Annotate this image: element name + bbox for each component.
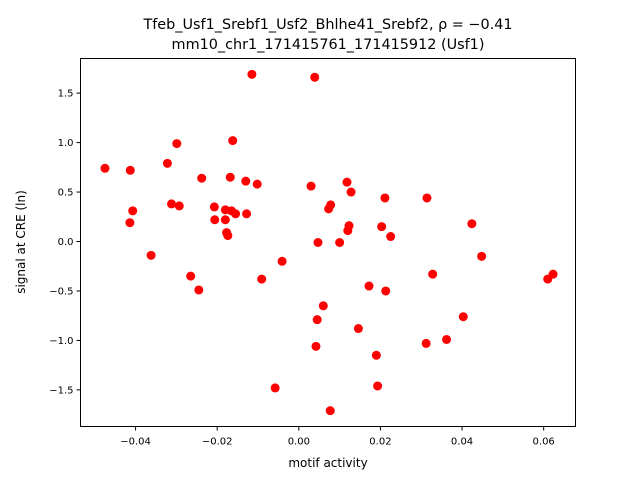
y-tick-label-2: −0.5 [49, 286, 73, 297]
data-point-9 [186, 271, 196, 281]
data-point-10 [194, 285, 204, 295]
data-point-30 [310, 72, 320, 82]
data-point-12 [209, 202, 219, 212]
data-point-22 [241, 176, 251, 186]
data-point-17 [223, 231, 233, 241]
data-point-28 [277, 256, 287, 266]
data-point-15 [220, 215, 230, 225]
data-point-54 [442, 334, 452, 344]
data-point-1 [125, 165, 135, 175]
data-point-23 [242, 209, 252, 219]
data-point-36 [326, 200, 336, 210]
data-point-47 [377, 222, 387, 232]
data-point-53 [428, 269, 438, 279]
y-tick-label-5: 1.0 [58, 138, 74, 149]
data-point-18 [225, 172, 235, 182]
data-point-11 [197, 173, 207, 183]
data-point-21 [231, 209, 241, 219]
data-point-42 [346, 187, 356, 197]
data-point-2 [128, 206, 138, 216]
y-tick-label-6: 1.5 [58, 89, 74, 100]
y-axis-label: signal at CRE (ln) [14, 190, 28, 294]
data-point-45 [371, 350, 381, 360]
x-tick-label-3: 0.02 [369, 437, 391, 448]
data-point-25 [252, 179, 262, 189]
y-tick-label-0: −1.5 [49, 385, 73, 396]
x-axis-label: motif activity [288, 456, 367, 470]
data-point-46 [373, 381, 383, 391]
x-tick-label-2: 0.00 [288, 437, 310, 448]
data-point-34 [318, 301, 328, 311]
data-point-56 [467, 219, 477, 229]
data-point-48 [380, 193, 390, 203]
x-ticks: −0.04 −0.02 0.00 0.02 0.04 0.06 [120, 426, 555, 448]
data-point-24 [247, 69, 257, 79]
data-point-31 [311, 341, 321, 351]
y-tick-label-1: −1.0 [49, 336, 73, 347]
x-tick-label-5: 0.06 [533, 437, 555, 448]
x-tick-label-0: −0.04 [120, 437, 151, 448]
data-point-20 [228, 136, 238, 146]
x-tick-label-4: 0.04 [451, 437, 473, 448]
data-point-55 [458, 312, 468, 322]
data-point-49 [381, 286, 391, 296]
data-point-44 [364, 281, 374, 291]
y-tick-label-3: 0.0 [58, 237, 74, 248]
data-point-57 [477, 251, 487, 261]
data-point-3 [125, 218, 135, 228]
y-tick-label-4: 0.5 [58, 188, 74, 199]
data-point-26 [257, 274, 267, 284]
data-point-32 [312, 315, 322, 325]
x-tick-label-1: −0.02 [202, 437, 233, 448]
data-point-38 [335, 238, 345, 247]
chart-title-line1: Tfeb_Usf1_Srebf1_Usf2_Bhlhe41_Srebf2, ρ … [142, 17, 512, 33]
data-point-27 [270, 383, 280, 393]
data-point-33 [313, 238, 323, 247]
data-point-8 [174, 201, 184, 211]
data-point-13 [210, 215, 220, 225]
data-point-6 [172, 139, 182, 149]
plot-frame [80, 58, 576, 427]
data-point-41 [344, 221, 354, 231]
data-point-59 [548, 269, 558, 279]
points-layer [100, 69, 558, 416]
data-point-5 [162, 158, 172, 168]
y-ticks: −1.5 −1.0 −0.5 0.0 0.5 1.0 1.5 [49, 89, 81, 396]
data-point-52 [422, 193, 432, 203]
data-point-0 [100, 163, 110, 173]
data-point-4 [146, 250, 156, 260]
chart-title-line2: mm10_chr1_171415761_171415912 (Usf1) [172, 37, 485, 53]
data-point-50 [386, 232, 396, 242]
data-point-7 [167, 199, 176, 209]
data-point-39 [342, 177, 352, 187]
data-point-29 [306, 181, 316, 191]
data-point-37 [325, 406, 335, 416]
data-point-51 [421, 338, 431, 348]
data-point-43 [353, 324, 363, 334]
